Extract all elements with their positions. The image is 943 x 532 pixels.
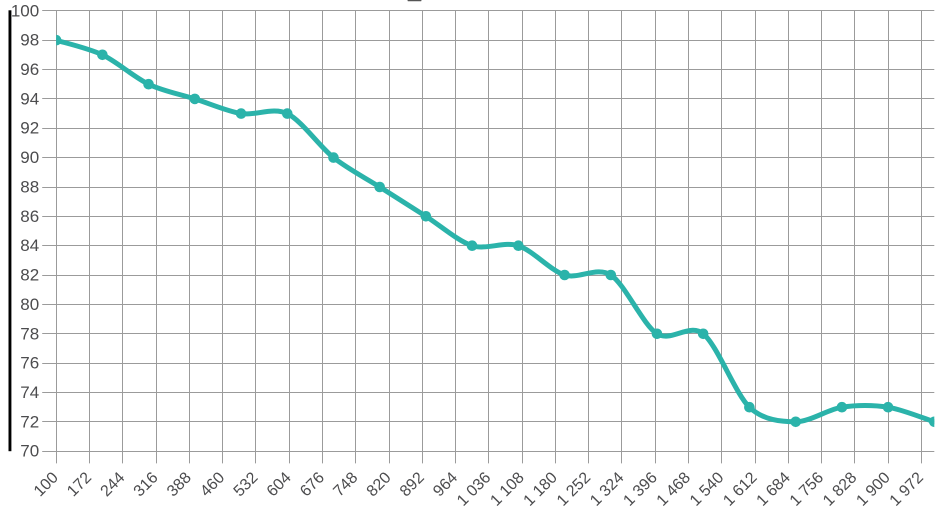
svg-text:74: 74 xyxy=(20,383,39,402)
svg-text:72: 72 xyxy=(20,412,39,431)
svg-text:92: 92 xyxy=(20,119,39,138)
svg-text:98: 98 xyxy=(20,31,39,50)
svg-text:82: 82 xyxy=(20,266,39,285)
svg-text:78: 78 xyxy=(20,324,39,343)
svg-text:100: 100 xyxy=(11,1,39,20)
svg-text:76: 76 xyxy=(20,354,39,373)
svg-text:90: 90 xyxy=(20,148,39,167)
svg-text:88: 88 xyxy=(20,178,39,197)
svg-text:80: 80 xyxy=(20,295,39,314)
svg-text:86: 86 xyxy=(20,207,39,226)
svg-text:70: 70 xyxy=(20,442,39,461)
svg-text:96: 96 xyxy=(20,60,39,79)
svg-text:84: 84 xyxy=(20,236,39,255)
svg-text:94: 94 xyxy=(20,89,39,108)
